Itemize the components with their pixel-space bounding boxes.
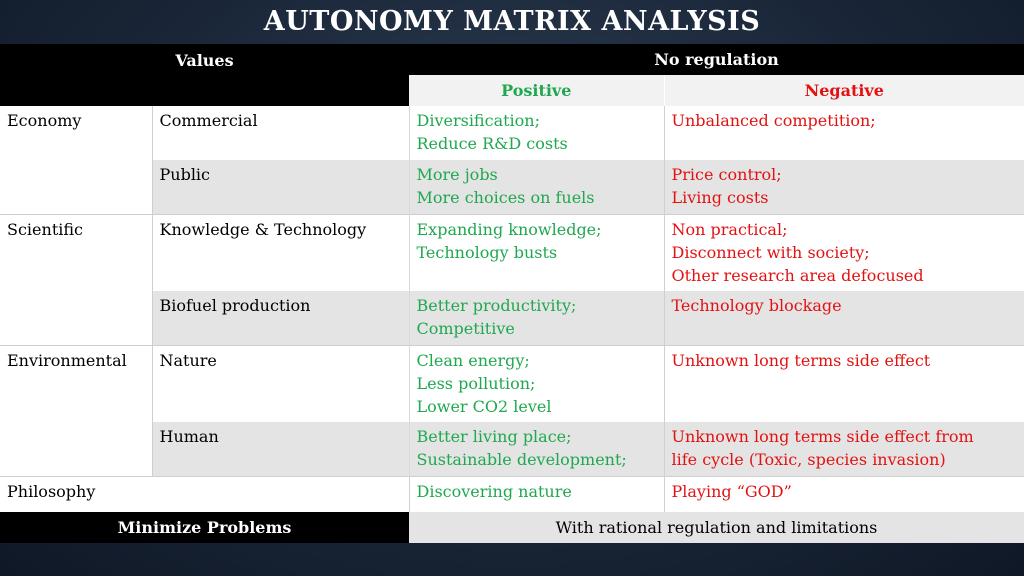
positive-line: Competitive bbox=[416, 319, 515, 338]
positive-line: More choices on fuels bbox=[416, 188, 595, 207]
positive-header: Positive bbox=[409, 75, 665, 106]
positive-line: More jobs bbox=[416, 165, 498, 184]
negative-header: Negative bbox=[664, 75, 1024, 106]
table-row: Public More jobs More choices on fuels P… bbox=[0, 160, 1024, 214]
table-row: Environmental Nature Clean energy; Less … bbox=[0, 344, 1024, 476]
negative-cell: Unknown long terms side effect bbox=[664, 344, 1024, 422]
positive-line: Clean energy; bbox=[416, 350, 530, 370]
positive-line: Less pollution; bbox=[416, 373, 536, 393]
negative-line: Non practical; bbox=[671, 219, 788, 239]
negative-line: Technology blockage bbox=[671, 296, 842, 315]
positive-cell: More jobs More choices on fuels bbox=[409, 160, 665, 214]
negative-line: Disconnect with society; bbox=[671, 242, 870, 262]
negative-line: Unknown long terms side effect from bbox=[671, 427, 974, 446]
category-scientific: Scientific bbox=[0, 213, 153, 345]
positive-line: Better living place; bbox=[416, 427, 572, 446]
positive-cell: Better living place; Sustainable develop… bbox=[409, 422, 665, 476]
positive-cell: Clean energy; Less pollution; Lower CO2 … bbox=[409, 344, 665, 422]
positive-line: Expanding knowledge; bbox=[416, 219, 602, 239]
negative-line: Unbalanced competition; bbox=[671, 111, 876, 130]
negative-cell: Technology blockage bbox=[664, 291, 1024, 345]
subcategory-commercial: Commercial bbox=[152, 106, 410, 160]
positive-line: Diversification; bbox=[416, 111, 540, 130]
positive-cell: Diversification; Reduce R&D costs bbox=[409, 106, 665, 160]
subcategory-biofuel-production: Biofuel production bbox=[152, 291, 410, 345]
negative-cell: Unbalanced competition; bbox=[664, 106, 1024, 160]
negative-line: Other research area defocused bbox=[671, 265, 924, 285]
table-row: Human Better living place; Sustainable d… bbox=[0, 422, 1024, 476]
table-row: Biofuel production Better productivity; … bbox=[0, 291, 1024, 345]
table-row: Economy Commercial Diversification; Redu… bbox=[0, 106, 1024, 214]
subcategory-public: Public bbox=[152, 160, 410, 214]
negative-cell: Playing “GOD” bbox=[664, 475, 1024, 512]
slide-title: AUTONOMY MATRIX ANALYSIS bbox=[263, 6, 761, 37]
category-environmental: Environmental bbox=[0, 344, 153, 476]
positive-line: Lower CO2 level bbox=[416, 396, 552, 416]
category-philosophy: Philosophy bbox=[0, 475, 410, 512]
positive-line: Technology busts bbox=[416, 242, 558, 262]
negative-cell: Non practical; Disconnect with society; … bbox=[664, 213, 1024, 291]
negative-line: Price control; bbox=[671, 165, 782, 184]
table-row: Philosophy Discovering nature Playing “G… bbox=[0, 475, 1024, 512]
positive-line: Discovering nature bbox=[416, 481, 572, 501]
positive-cell: Expanding knowledge; Technology busts bbox=[409, 213, 665, 291]
minimize-problems-label: Minimize Problems bbox=[0, 512, 409, 543]
footer-row: Minimize Problems With rational regulati… bbox=[0, 512, 1024, 543]
subcategory-knowledge-technology: Knowledge & Technology bbox=[152, 213, 410, 291]
negative-line: Unknown long terms side effect bbox=[671, 350, 931, 370]
negative-line: Living costs bbox=[671, 188, 769, 207]
no-regulation-header: No regulation bbox=[409, 44, 1024, 75]
positive-cell: Better productivity; Competitive bbox=[409, 291, 665, 345]
header-row-top: Values No regulation bbox=[0, 44, 1024, 106]
rational-regulation-label: With rational regulation and limitations bbox=[409, 512, 1024, 543]
table-row: Scientific Knowledge & Technology Expand… bbox=[0, 213, 1024, 345]
positive-line: Reduce R&D costs bbox=[416, 134, 568, 153]
negative-cell: Price control; Living costs bbox=[664, 160, 1024, 214]
positive-cell: Discovering nature bbox=[409, 475, 665, 512]
subcategory-nature: Nature bbox=[152, 344, 410, 422]
negative-line: life cycle (Toxic, species invasion) bbox=[671, 450, 946, 469]
autonomy-matrix-table: Values No regulation Positive Negative E… bbox=[0, 44, 1024, 543]
category-economy: Economy bbox=[0, 106, 153, 214]
negative-cell: Unknown long terms side effect from life… bbox=[664, 422, 1024, 476]
positive-line: Sustainable development; bbox=[416, 450, 627, 469]
positive-line: Better productivity; bbox=[416, 296, 577, 315]
subcategory-human: Human bbox=[152, 422, 410, 476]
header-row-sub: Positive Negative bbox=[0, 75, 1024, 106]
values-header: Values bbox=[0, 44, 409, 106]
negative-line: Playing “GOD” bbox=[671, 481, 792, 501]
